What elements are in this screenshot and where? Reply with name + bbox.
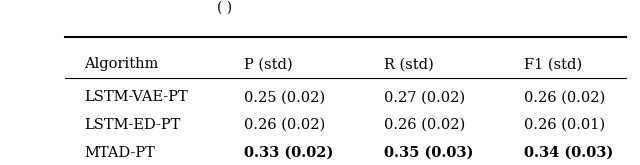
Text: 0.25 (0.02): 0.25 (0.02): [244, 90, 324, 104]
Text: Algorithm: Algorithm: [84, 57, 159, 71]
Text: 0.27 (0.02): 0.27 (0.02): [384, 90, 465, 104]
Text: ( ): ( ): [217, 0, 232, 15]
Text: 0.26 (0.02): 0.26 (0.02): [384, 118, 465, 132]
Text: 0.34 (0.03): 0.34 (0.03): [524, 146, 613, 160]
Text: LSTM-ED-PT: LSTM-ED-PT: [84, 118, 180, 132]
Text: 0.33 (0.02): 0.33 (0.02): [244, 146, 333, 160]
Text: P (std): P (std): [244, 57, 292, 71]
Text: 0.26 (0.01): 0.26 (0.01): [524, 118, 605, 132]
Text: F1 (std): F1 (std): [524, 57, 582, 71]
Text: MTAD-PT: MTAD-PT: [84, 146, 155, 160]
Text: 0.26 (0.02): 0.26 (0.02): [524, 90, 605, 104]
Text: R (std): R (std): [384, 57, 433, 71]
Text: LSTM-VAE-PT: LSTM-VAE-PT: [84, 90, 188, 104]
Text: 0.35 (0.03): 0.35 (0.03): [384, 146, 473, 160]
Text: 0.26 (0.02): 0.26 (0.02): [244, 118, 324, 132]
